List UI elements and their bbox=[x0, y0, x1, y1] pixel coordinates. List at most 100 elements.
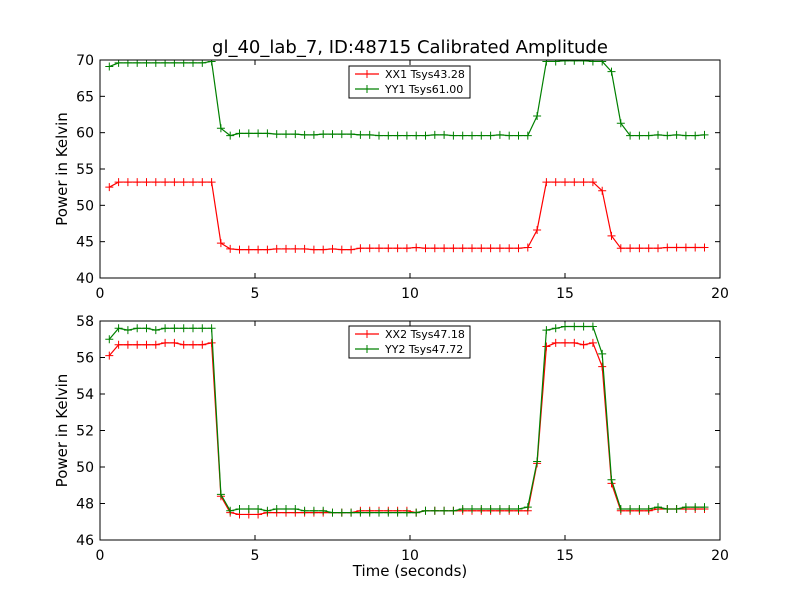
x-tick-label: 0 bbox=[96, 548, 105, 564]
y-tick-label: 50 bbox=[76, 198, 94, 214]
data-point bbox=[105, 62, 114, 71]
data-point bbox=[486, 504, 495, 513]
data-point bbox=[533, 457, 542, 466]
data-point bbox=[514, 504, 523, 513]
data-point bbox=[365, 508, 374, 517]
data-point bbox=[421, 244, 430, 253]
data-point bbox=[365, 130, 374, 139]
data-point bbox=[644, 131, 653, 140]
data-point bbox=[179, 340, 188, 349]
data-point bbox=[375, 131, 383, 140]
legend-box bbox=[348, 65, 471, 99]
data-point bbox=[337, 130, 346, 139]
data-point bbox=[309, 130, 318, 139]
data-point bbox=[654, 244, 662, 253]
data-point bbox=[384, 131, 393, 140]
data-point bbox=[561, 60, 569, 65]
y-tick-label: 40 bbox=[76, 271, 94, 287]
legend-label: YY2 Tsys47.72 bbox=[384, 343, 463, 356]
data-point bbox=[635, 244, 644, 253]
data-point bbox=[477, 504, 486, 513]
data-point bbox=[570, 338, 579, 347]
data-point bbox=[579, 178, 588, 187]
data-point bbox=[272, 130, 281, 139]
data-point bbox=[216, 239, 225, 248]
data-point bbox=[598, 60, 607, 66]
data-point bbox=[607, 67, 616, 76]
data-point bbox=[486, 131, 495, 140]
data-point bbox=[505, 504, 514, 513]
legend-marker bbox=[363, 330, 371, 338]
data-point bbox=[282, 130, 290, 139]
data-point bbox=[189, 324, 197, 333]
data-point bbox=[300, 244, 309, 253]
data-point bbox=[505, 244, 514, 253]
axes-frame bbox=[99, 59, 721, 279]
data-point bbox=[263, 506, 272, 515]
data-point bbox=[198, 324, 207, 333]
data-point bbox=[598, 186, 607, 195]
data-point bbox=[440, 506, 449, 515]
data-point bbox=[207, 338, 216, 347]
data-point bbox=[319, 506, 328, 515]
data-point bbox=[170, 324, 179, 333]
data-point bbox=[691, 131, 700, 140]
data-point bbox=[598, 349, 607, 358]
x-tick-label: 20 bbox=[711, 286, 729, 302]
series-2 bbox=[105, 60, 709, 140]
x-axis-label: Time (seconds) bbox=[352, 562, 468, 580]
data-point bbox=[142, 324, 151, 333]
data-point bbox=[542, 326, 551, 335]
legend-box bbox=[348, 325, 471, 359]
data-point bbox=[542, 178, 551, 187]
x-tick-label: 15 bbox=[556, 548, 574, 564]
data-point bbox=[635, 504, 644, 513]
data-point bbox=[226, 131, 235, 140]
data-point bbox=[105, 183, 114, 192]
data-point bbox=[588, 60, 597, 66]
data-point bbox=[282, 244, 290, 253]
data-point bbox=[570, 60, 579, 65]
data-point bbox=[133, 178, 142, 187]
data-point bbox=[700, 503, 709, 512]
data-point bbox=[579, 60, 588, 65]
data-point bbox=[142, 340, 151, 349]
data-point bbox=[105, 351, 114, 360]
data-point bbox=[282, 504, 290, 513]
data-point bbox=[337, 245, 346, 254]
data-point bbox=[291, 244, 300, 253]
data-point bbox=[616, 244, 625, 253]
data-point bbox=[616, 504, 625, 513]
data-point bbox=[626, 504, 635, 513]
y-axis-label: Power in Kelvin bbox=[53, 112, 71, 226]
y-tick-label: 45 bbox=[76, 235, 94, 251]
data-point bbox=[579, 322, 588, 331]
data-point bbox=[263, 129, 272, 138]
data-point bbox=[300, 506, 309, 515]
data-point bbox=[198, 178, 207, 187]
x-tick-label: 20 bbox=[711, 548, 729, 564]
data-point bbox=[151, 326, 160, 335]
series-1 bbox=[105, 338, 709, 519]
data-point bbox=[449, 506, 458, 515]
y-tick-label: 65 bbox=[76, 89, 94, 105]
data-point bbox=[635, 131, 644, 140]
data-point bbox=[654, 503, 662, 512]
data-point bbox=[495, 244, 504, 253]
data-point bbox=[430, 130, 439, 139]
data-point bbox=[319, 130, 328, 139]
data-point bbox=[440, 244, 449, 253]
data-point bbox=[588, 322, 597, 331]
x-tick-label: 5 bbox=[251, 548, 260, 564]
data-point bbox=[216, 490, 225, 499]
data-point bbox=[663, 131, 672, 140]
data-point bbox=[244, 504, 253, 513]
data-point bbox=[412, 131, 421, 140]
data-point bbox=[523, 243, 532, 252]
legend: XX2 Tsys47.18 YY2 Tsys47.72 bbox=[348, 325, 471, 359]
data-point bbox=[384, 508, 393, 517]
y-tick-label: 54 bbox=[76, 387, 94, 403]
data-point bbox=[551, 60, 560, 66]
data-point bbox=[328, 508, 337, 517]
